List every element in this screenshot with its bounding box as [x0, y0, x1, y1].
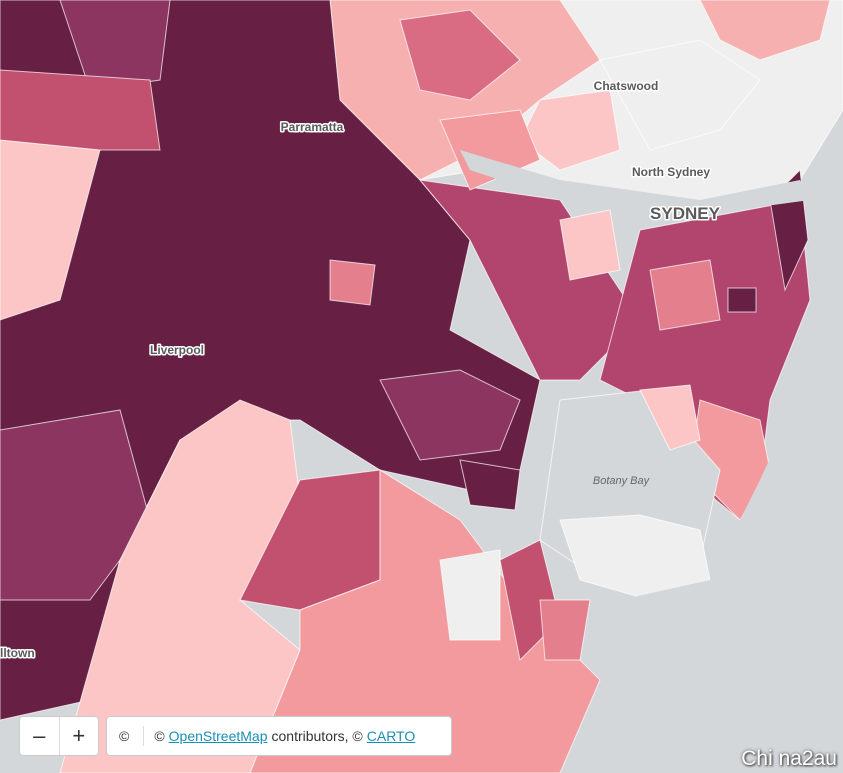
water-label: Botany Bay [593, 475, 651, 487]
land-unshaded [439, 549, 501, 641]
region [379, 369, 521, 461]
region [59, 0, 171, 91]
region [727, 287, 757, 313]
attribution-icon[interactable]: © [119, 728, 130, 744]
region [329, 259, 376, 306]
attribution-text: © [154, 728, 165, 744]
attribution: © © OpenStreetMap contributors, © CARTO [106, 716, 452, 756]
carto-link[interactable]: CARTO [366, 728, 416, 744]
place-label: Liverpool [150, 343, 204, 357]
land-unshaded [599, 39, 761, 151]
region [459, 459, 521, 511]
harbour [460, 150, 810, 215]
region [699, 0, 831, 61]
place-label: SYDNEY [650, 204, 721, 223]
osm-link[interactable]: OpenStreetMap [168, 728, 268, 744]
region [0, 69, 161, 151]
watermark: Chi na2au [741, 747, 837, 770]
zoom-in-button[interactable]: + [58, 717, 99, 755]
region [639, 384, 701, 451]
place-label: Parramatta [281, 120, 344, 134]
zoom-out-button[interactable]: – [33, 723, 46, 748]
sea [600, 300, 843, 773]
place-label: Chatswood [594, 79, 659, 93]
region [559, 209, 621, 281]
place-label: lltown [0, 646, 35, 660]
region [539, 599, 591, 661]
zoom-control: – + [19, 716, 99, 756]
region [399, 9, 521, 101]
separator [143, 726, 145, 746]
attribution-text: contributors, © [271, 728, 363, 744]
region [59, 399, 301, 773]
place-label: North Sydney [632, 165, 710, 179]
region [649, 259, 721, 331]
